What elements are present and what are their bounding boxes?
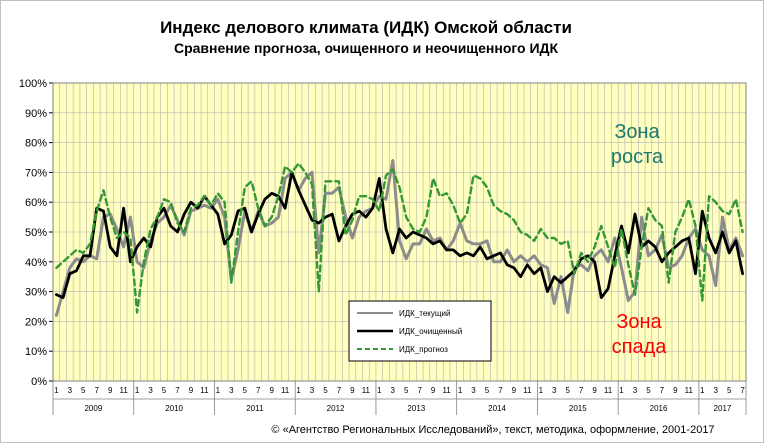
zone-annotation: Зона [614,121,660,143]
series-line-2 [55,170,744,300]
x-month-tick-label: 7 [660,386,665,395]
x-month-tick-label: 1 [377,386,382,395]
x-month-tick-label: 1 [54,386,59,395]
x-month-tick-label: 7 [740,386,745,395]
y-tick-label: 60% [25,197,47,209]
x-month-tick-label: 7 [498,386,503,395]
x-month-tick-label: 9 [512,386,517,395]
x-month-tick-label: 5 [727,386,732,395]
x-month-tick-label: 3 [229,386,234,395]
x-month-tick-label: 5 [646,386,651,395]
copyright-text: © «Агентство Региональных Исследований»,… [271,424,714,436]
y-tick-label: 80% [25,138,47,150]
x-month-tick-label: 5 [243,386,248,395]
x-month-tick-label: 3 [148,386,153,395]
x-month-tick-label: 3 [68,386,73,395]
x-month-tick-label: 1 [296,386,301,395]
x-year-label: 2014 [488,404,506,413]
legend: ИДК_текущий ИДК_очищенный ИДК_прогноз [348,300,492,362]
x-year-label: 2010 [165,404,183,413]
x-year-label: 2012 [327,404,345,413]
y-tick-label: 50% [25,227,47,239]
x-month-tick-label: 1 [135,386,140,395]
zone-annotation: Зона [616,311,662,333]
x-month-tick-label: 5 [81,386,86,395]
x-month-tick-label: 3 [713,386,718,395]
x-month-tick-label: 9 [269,386,274,395]
x-month-tick-label: 11 [604,386,613,395]
x-month-tick-label: 9 [673,386,678,395]
x-month-tick-label: 7 [417,386,422,395]
x-month-tick-label: 7 [579,386,584,395]
x-month-tick-label: 11 [362,386,371,395]
y-tick-label: 100% [19,78,47,90]
x-month-tick-label: 11 [523,386,532,395]
x-month-tick-label: 9 [431,386,436,395]
x-month-tick-label: 7 [256,386,261,395]
y-tick-label: 20% [25,316,47,328]
zone-annotation: спада [612,336,668,358]
y-tick-label: 40% [25,257,47,269]
x-month-tick-label: 5 [162,386,167,395]
zone-annotation: роста [611,146,664,168]
y-tick-label: 90% [25,108,47,120]
legend-label: ИДК_прогноз [399,345,448,354]
x-month-tick-label: 3 [310,386,315,395]
x-month-tick-label: 1 [539,386,544,395]
x-year-label: 2009 [84,404,102,413]
x-month-tick-label: 5 [565,386,570,395]
x-month-tick-label: 11 [685,386,694,395]
y-tick-label: 0% [31,376,47,388]
series-line-3 [55,162,744,314]
x-month-tick-label: 11 [442,386,451,395]
legend-label: ИДК_текущий [399,309,450,318]
x-month-tick-label: 11 [281,386,290,395]
x-year-label: 2017 [714,404,732,413]
x-month-tick-label: 3 [633,386,638,395]
x-year-label: 2013 [407,404,425,413]
y-tick-label: 70% [25,167,47,179]
x-month-tick-label: 11 [200,386,209,395]
x-year-label: 2011 [246,404,264,413]
y-tick-label: 10% [25,346,47,358]
x-month-tick-label: 7 [95,386,100,395]
x-month-tick-label: 3 [552,386,557,395]
x-month-tick-label: 1 [700,386,705,395]
y-tick-label: 30% [25,287,47,299]
chart-subtitle: Сравнение прогноза, очищенного и неочище… [174,40,559,56]
x-month-tick-label: 7 [175,386,180,395]
x-month-tick-label: 3 [471,386,476,395]
x-month-tick-label: 1 [619,386,624,395]
x-month-tick-label: 9 [108,386,113,395]
legend-label: ИДК_очищенный [399,327,462,336]
x-month-tick-label: 5 [485,386,490,395]
x-month-tick-label: 1 [216,386,221,395]
x-month-tick-label: 7 [337,386,342,395]
x-month-tick-label: 5 [404,386,409,395]
x-year-label: 2016 [650,404,668,413]
x-month-tick-label: 5 [323,386,328,395]
x-month-tick-label: 3 [391,386,396,395]
chart-title: Индекс делового климата (ИДК) Омской обл… [160,18,572,37]
x-month-tick-label: 9 [592,386,597,395]
x-month-tick-label: 9 [350,386,355,395]
plot-border [52,82,747,382]
x-month-tick-label: 1 [458,386,463,395]
x-month-tick-label: 9 [189,386,194,395]
x-year-label: 2015 [569,404,587,413]
plot-area: 0%10%20%30%40%50%60%70%80%90%100%1 3 5 7 9 11… [19,78,747,415]
x-month-tick-label: 11 [119,386,128,395]
